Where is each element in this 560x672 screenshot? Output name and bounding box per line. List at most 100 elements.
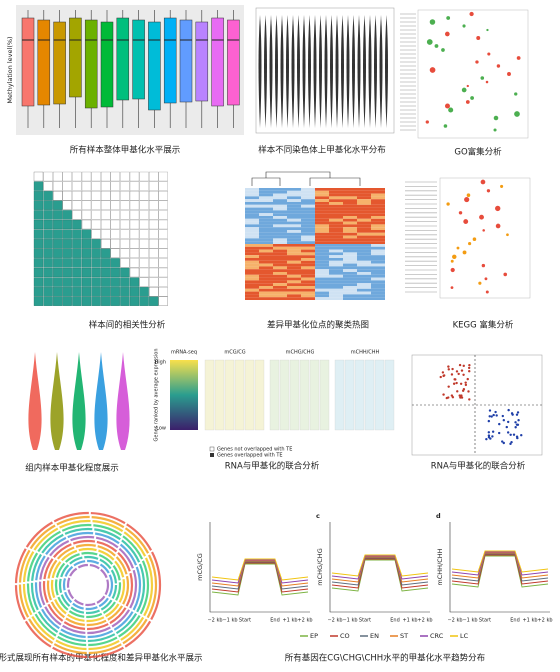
cell	[81, 229, 92, 239]
cell	[343, 291, 357, 295]
cell	[301, 210, 315, 214]
dot	[486, 28, 489, 32]
violin	[346, 15, 350, 128]
cell	[53, 210, 63, 220]
cell	[149, 191, 159, 201]
dot	[466, 193, 471, 197]
cell	[301, 235, 315, 239]
cell	[343, 216, 357, 219]
profile-line	[211, 559, 309, 584]
cell	[139, 267, 149, 278]
cell	[72, 287, 82, 297]
cell	[158, 258, 168, 268]
x-tick-label: −2 kb	[327, 618, 342, 624]
cell	[371, 260, 385, 264]
cell	[259, 269, 273, 272]
cell	[343, 230, 357, 233]
x-tick-label: Start	[239, 618, 251, 624]
cell	[287, 252, 301, 256]
cell	[62, 287, 72, 297]
cell	[371, 193, 385, 197]
violin	[269, 15, 273, 128]
cell	[371, 202, 385, 205]
cell	[287, 283, 301, 286]
box	[179, 19, 193, 103]
cell	[371, 272, 385, 275]
cell	[120, 171, 130, 182]
violin	[335, 15, 339, 128]
cell	[371, 224, 385, 228]
cell	[287, 297, 301, 300]
profile-line	[331, 557, 429, 586]
cell	[371, 213, 385, 216]
cell	[62, 296, 72, 306]
ring	[22, 519, 154, 651]
cell	[287, 263, 301, 267]
dot	[495, 205, 501, 212]
dot	[462, 364, 465, 368]
cell	[371, 255, 385, 258]
x-tick-label: End	[270, 618, 280, 624]
cell	[273, 258, 287, 261]
panel-letter: c	[316, 512, 320, 520]
cell	[273, 272, 287, 275]
cell	[245, 235, 259, 239]
cell	[33, 258, 44, 268]
cell	[245, 274, 259, 278]
cell	[149, 267, 159, 278]
violin	[308, 15, 311, 128]
caption: 样本不同染色体上甲基化水平分布	[258, 145, 386, 156]
box	[37, 19, 51, 106]
dot	[512, 433, 516, 436]
caption: 差异甲基化位点的聚类热图	[267, 320, 369, 331]
cell	[301, 258, 315, 261]
profile-line	[451, 551, 549, 576]
cell	[273, 277, 287, 281]
dot	[468, 370, 471, 373]
cell	[287, 232, 301, 236]
dot	[506, 431, 510, 434]
dot	[467, 366, 471, 370]
dot	[465, 100, 470, 104]
x-tick-label: +2 kb	[537, 618, 552, 624]
x-tick-label: −1 kb	[462, 618, 477, 624]
cell	[329, 230, 343, 233]
cell	[72, 210, 82, 220]
cell	[62, 181, 72, 191]
cell	[287, 249, 301, 253]
cell	[62, 277, 72, 287]
cell	[301, 196, 315, 200]
cell	[301, 244, 315, 247]
profile-line	[211, 563, 309, 596]
cell	[357, 297, 371, 300]
cell	[101, 258, 111, 268]
cell	[287, 218, 301, 222]
cell	[101, 287, 111, 297]
violin	[374, 15, 377, 128]
dot	[493, 128, 497, 132]
cell	[81, 277, 92, 287]
cell	[120, 267, 130, 278]
cell	[301, 274, 315, 278]
legend-swatch	[209, 446, 215, 452]
cell	[343, 190, 357, 194]
cell	[259, 244, 273, 247]
cell	[129, 248, 140, 258]
cell	[371, 277, 385, 281]
cell	[33, 181, 44, 191]
dot	[506, 420, 510, 424]
cell	[273, 263, 287, 267]
cell	[287, 274, 301, 278]
cell	[245, 269, 259, 272]
cell	[245, 230, 259, 233]
cell	[158, 248, 168, 258]
cell	[329, 255, 343, 258]
dot	[459, 396, 462, 399]
cell	[357, 272, 371, 275]
violin	[116, 352, 130, 450]
caption: GO富集分析	[454, 147, 502, 158]
cell	[315, 207, 329, 211]
cell	[273, 227, 287, 230]
cell	[245, 258, 259, 261]
dot	[444, 31, 450, 37]
